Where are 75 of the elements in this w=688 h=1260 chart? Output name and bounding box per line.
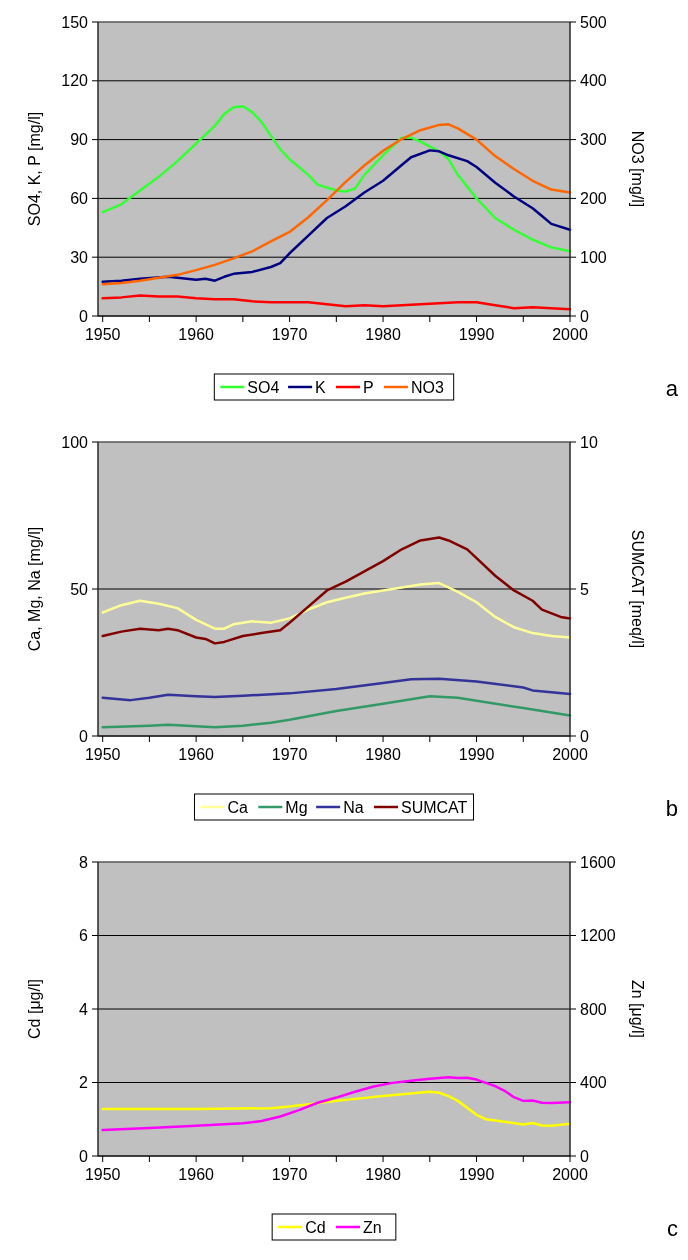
x-tick-label: 1980: [365, 746, 401, 763]
legend-label: NO3: [410, 378, 444, 396]
line-series: [101, 105, 572, 253]
y-tick-label: 30: [70, 248, 89, 266]
line-series: [101, 149, 572, 283]
y2-tick-label: 100: [580, 248, 607, 266]
y2-tick-label: 0: [580, 727, 589, 745]
x-tick-label: 1990: [458, 1166, 495, 1183]
y2-axis-title: NO3 [mg/l]: [629, 130, 646, 208]
line-series: [101, 123, 572, 286]
line-series: [101, 1076, 572, 1132]
x-tick-label: 1990: [458, 326, 495, 343]
legend-label: Mg: [285, 798, 308, 816]
y-tick-label: 6: [79, 927, 89, 945]
x-tick-label: 1950: [84, 326, 121, 343]
legend-label: P: [363, 378, 374, 396]
x-tick-label: 2000: [552, 1166, 588, 1183]
y2-tick-label: 500: [580, 13, 607, 31]
y-tick-label: 8: [79, 853, 89, 871]
x-tick-label: 1980: [365, 1166, 401, 1183]
y-tick-label: 0: [79, 727, 89, 745]
y2-axis-title: Zn [μg/l]: [629, 979, 646, 1039]
y-axis-title: SO4, K, P [mg/l]: [26, 111, 43, 227]
line-series: [101, 695, 572, 729]
y-tick-label: 60: [70, 190, 89, 207]
x-tick-label: 1960: [178, 326, 215, 343]
x-tick-label: 1950: [84, 746, 121, 763]
y2-tick-label: 400: [580, 72, 607, 90]
text: c: [667, 1216, 678, 1241]
y2-tick-label: 300: [580, 131, 607, 149]
legend-label: Na: [343, 798, 364, 816]
y-tick-label: 120: [61, 72, 89, 90]
legend-label: Cd: [305, 1218, 326, 1236]
line-series: [101, 536, 572, 645]
x-tick-label: 2000: [552, 746, 588, 763]
y2-tick-label: 0: [580, 307, 589, 325]
y-tick-label: 90: [70, 131, 89, 149]
text: a: [665, 376, 679, 401]
y-tick-label: 2: [79, 1074, 89, 1092]
x-tick-label: 1970: [271, 746, 308, 763]
y2-tick-label: 1200: [580, 927, 616, 945]
y2-tick-label: 5: [580, 580, 589, 598]
x-tick-label: 1960: [178, 1166, 215, 1183]
y2-axis-title: SUMCAT [meq/l]: [629, 529, 646, 649]
legend-label: Zn: [363, 1218, 382, 1236]
line-series: [101, 581, 572, 639]
x-tick-label: 1950: [84, 1166, 121, 1183]
y-tick-label: 150: [61, 13, 89, 31]
legend-label: K: [315, 378, 327, 396]
y2-tick-label: 0: [580, 1147, 589, 1165]
y-tick-label: 4: [79, 1000, 89, 1018]
x-tick-label: 1980: [365, 326, 401, 343]
line-series: [101, 677, 572, 702]
y-axis-title: Cd [μg/l]: [26, 979, 43, 1039]
line-series: [101, 294, 572, 311]
x-tick-label: 1990: [458, 746, 495, 763]
y-tick-label: 0: [79, 307, 89, 325]
x-tick-label: 1970: [271, 1166, 308, 1183]
legend-label: SUMCAT: [401, 798, 468, 816]
y-tick-label: 50: [70, 580, 89, 598]
y2-tick-label: 1600: [580, 853, 616, 871]
y2-tick-label: 800: [580, 1000, 607, 1018]
y2-tick-label: 200: [580, 190, 607, 207]
y-tick-label: 100: [61, 433, 89, 451]
y-axis-title: Ca, Mg, Na [mg/l]: [26, 526, 43, 652]
legend-label: Ca: [227, 798, 249, 816]
x-tick-label: 2000: [552, 326, 588, 343]
y2-tick-label: 400: [580, 1074, 607, 1092]
x-tick-label: 1960: [178, 746, 215, 763]
text: b: [665, 796, 678, 821]
x-tick-label: 1970: [271, 326, 308, 343]
line-series: [101, 1090, 572, 1128]
y-tick-label: 0: [79, 1147, 89, 1165]
y2-tick-label: 10: [580, 433, 598, 451]
legend-label: SO4: [247, 378, 280, 396]
